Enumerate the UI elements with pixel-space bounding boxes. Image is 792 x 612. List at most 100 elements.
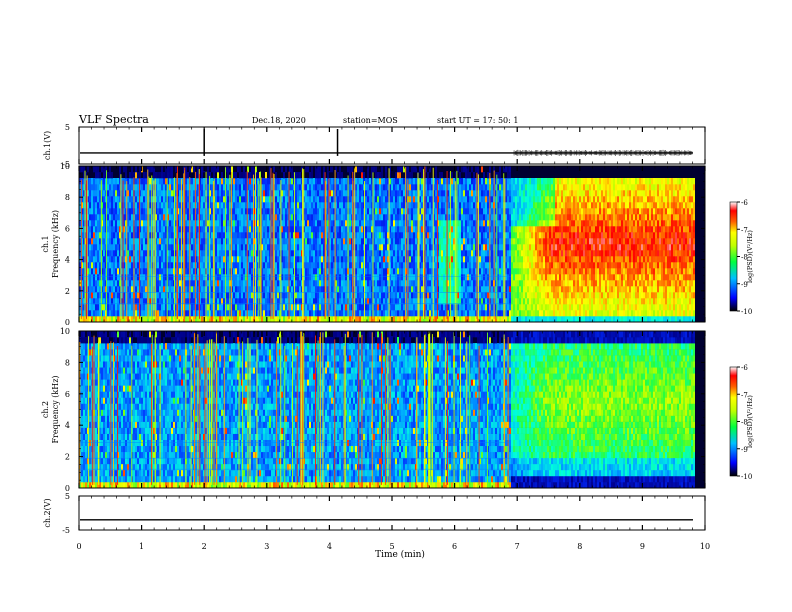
spectrogram-cell xyxy=(433,274,435,281)
spectrogram-cell xyxy=(291,220,293,227)
spectrogram-cell xyxy=(221,238,223,245)
spectrogram-cell xyxy=(233,172,235,179)
spectrogram-cell xyxy=(241,304,243,311)
spectrogram-cell xyxy=(233,274,235,281)
spectrogram-cell xyxy=(161,250,163,257)
spectrogram-cell xyxy=(283,184,285,191)
spectrogram-cell xyxy=(369,316,371,323)
spectrogram-cell xyxy=(289,244,291,251)
spectrogram-cell xyxy=(383,226,385,233)
spectrogram-cell xyxy=(423,244,425,251)
spectrogram-cell xyxy=(429,286,431,293)
spectrogram-cell xyxy=(161,184,163,191)
spectrogram-cell xyxy=(179,226,181,233)
spectrogram-cell xyxy=(395,172,397,179)
spectrogram-cell xyxy=(451,196,453,203)
spectrogram-cell xyxy=(89,226,91,233)
spectrogram-cell xyxy=(267,310,269,317)
spectrogram-cell xyxy=(217,262,219,269)
spectrogram-cell xyxy=(443,256,445,263)
spectrogram-cell xyxy=(181,220,183,227)
spectrogram-cell xyxy=(271,274,273,281)
spectrogram-cell xyxy=(305,184,307,191)
spectrogram-cell xyxy=(107,244,109,251)
spectrogram-cell xyxy=(439,220,441,227)
spectrogram-cell xyxy=(327,262,329,269)
spectrogram-cell xyxy=(403,196,405,203)
spectrogram-cell xyxy=(357,298,359,305)
spectrogram-cell xyxy=(349,184,351,191)
spectrogram-cell xyxy=(91,202,93,209)
spectrogram-cell xyxy=(91,208,93,215)
spectrogram-cell xyxy=(345,196,347,203)
spectrogram-cell xyxy=(385,280,387,287)
spectrogram-cell xyxy=(185,220,187,227)
spectrogram-cell xyxy=(269,208,271,215)
spectrogram-cell xyxy=(203,280,205,287)
spectrogram-cell xyxy=(207,232,209,239)
spectrogram-cell xyxy=(187,202,189,209)
spectrogram-cell xyxy=(217,316,219,323)
spectrogram-cell xyxy=(129,310,131,317)
spectrogram-cell xyxy=(171,202,173,209)
spectrogram-cell xyxy=(249,268,251,275)
spectrogram-cell xyxy=(281,304,283,311)
spectrogram-cell xyxy=(449,214,451,221)
spectrogram-cell xyxy=(111,196,113,203)
spectrogram-cell xyxy=(447,184,449,191)
spectrogram-cell xyxy=(149,220,151,227)
spectrogram-cell xyxy=(223,226,225,233)
spectrogram-cell xyxy=(443,208,445,215)
spectrogram-cell xyxy=(261,256,263,263)
spectrogram-cell xyxy=(297,316,299,323)
spectrogram-cell xyxy=(331,286,333,293)
spectrogram-cell xyxy=(307,202,309,209)
spectrogram-cell xyxy=(285,238,287,245)
spectrogram-cell xyxy=(85,232,87,239)
spectrogram-cell xyxy=(375,316,377,323)
spectrogram-cell xyxy=(155,172,157,179)
spectrogram-cell xyxy=(403,316,405,323)
spectrogram-cell xyxy=(79,232,81,239)
spectrogram-cell xyxy=(433,262,435,269)
spectrogram-cell xyxy=(447,178,449,185)
spectrogram-cell xyxy=(313,208,315,215)
spectrogram-cell xyxy=(125,226,127,233)
spectrogram-cell xyxy=(87,274,89,281)
spectrogram-cell xyxy=(199,310,201,317)
spectrogram-cell xyxy=(217,190,219,197)
spectrogram-cell xyxy=(423,208,425,215)
spectrogram-cell xyxy=(385,244,387,251)
spectrogram-cell xyxy=(113,280,115,287)
spectrogram-cell xyxy=(345,250,347,257)
spectrogram-cell xyxy=(141,250,143,257)
spectrogram-cell xyxy=(379,232,381,239)
spectrogram-cell xyxy=(291,256,293,263)
spectrogram-cell xyxy=(419,250,421,257)
spectrogram-cell xyxy=(169,304,171,311)
spectrogram-cell xyxy=(443,196,445,203)
spectrogram-cell xyxy=(361,280,363,287)
spectrogram-cell xyxy=(275,268,277,275)
spectrogram-cell xyxy=(439,268,441,275)
spectrogram-cell xyxy=(171,292,173,299)
spectrogram-cell xyxy=(443,274,445,281)
spectrogram-cell xyxy=(401,262,403,269)
spectrogram-cell xyxy=(197,208,199,215)
spectrogram-cell xyxy=(95,232,97,239)
spectrogram-cell xyxy=(149,298,151,305)
spectrogram-cell xyxy=(285,184,287,191)
spectrogram-cell xyxy=(79,286,81,293)
spectrogram-cell xyxy=(359,256,361,263)
spectrogram-cell xyxy=(219,214,221,221)
spectrogram-cell xyxy=(333,268,335,275)
spectrogram-cell xyxy=(155,310,157,317)
spectrogram-cell xyxy=(295,250,297,257)
spectrogram-cell xyxy=(329,220,331,227)
spectrogram-cell xyxy=(253,250,255,257)
spectrogram-cell xyxy=(239,250,241,257)
spectrogram-cell xyxy=(179,214,181,221)
spectrogram-cell xyxy=(165,220,167,227)
spectrogram-cell xyxy=(227,292,229,299)
spectrogram-cell xyxy=(367,214,369,221)
